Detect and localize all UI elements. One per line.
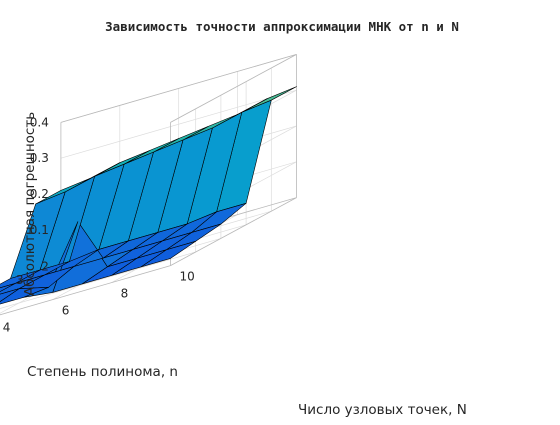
tick-labels: 0.10.20.30.4234567246810 [3,115,195,335]
grid-line [0,251,196,309]
x-tick-label: 10 [180,270,195,284]
y-tick-label: 3 [16,273,24,287]
z-tick-label: 0.3 [30,151,49,165]
x-tick-label: 6 [62,304,70,318]
axis-edge [0,265,171,316]
surface-patch [0,288,20,303]
z-axis-label: Абсолютная погрешность [22,112,38,296]
axis-edge [170,54,297,123]
x-axis-label: Число узловых точек, N [298,402,467,418]
surface [0,86,297,305]
surface-patch [0,283,16,292]
chart-title: Зависимость точности аппроксимации МНК о… [105,19,459,34]
x-tick-label: 4 [3,321,11,335]
axis-edge [60,54,297,123]
x-tick-label: 8 [121,287,129,301]
z-tick-label: 0.2 [30,187,49,201]
z-tick-label: 0.4 [30,115,49,129]
axis-edge [170,197,297,266]
y-axis-label: Степень полинома, n [27,364,178,380]
y-tick-label: 2 [41,260,49,274]
z-tick-label: 0.1 [30,223,49,237]
